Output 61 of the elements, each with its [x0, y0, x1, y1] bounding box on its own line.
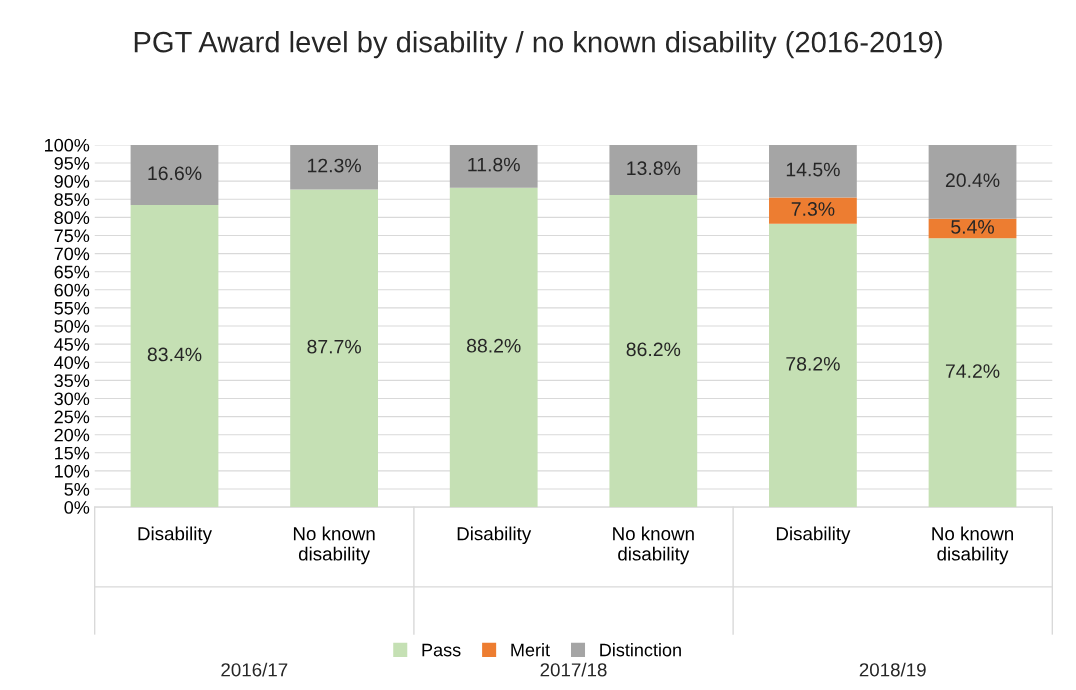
x-tick-label: Disability [457, 526, 532, 545]
legend-label: Merit [511, 643, 550, 657]
y-tick-label: 100% [45, 138, 90, 152]
text: 2017/18 [540, 662, 607, 677]
text: 2016/17 [221, 662, 288, 677]
y-tick-label: 55% [54, 301, 90, 315]
bar [769, 197, 857, 224]
data-label: 13.8% [627, 161, 681, 176]
legend-label: Pass [422, 643, 461, 657]
y-tick-label: 45% [54, 338, 90, 351]
data-label: 16.6% [148, 166, 202, 181]
data-label: 74.2% [945, 364, 1000, 378]
bar [928, 144, 1017, 219]
data-label: 78.2% [786, 356, 840, 371]
data-label: 87.7% [307, 339, 361, 354]
bar [609, 144, 698, 195]
data-label: 12.3% [308, 158, 361, 173]
data-label: 86.2% [626, 342, 681, 357]
data-label: 14.5% [786, 162, 840, 177]
y-tick-label: 0% [64, 501, 90, 514]
x-tick-label: Disability [776, 526, 851, 545]
y-tick-label: 65% [54, 265, 90, 279]
x-tick-label: Disability [138, 526, 212, 545]
y-tick-label: 10% [55, 464, 90, 478]
x-tick-label: No known disability [932, 526, 1013, 565]
x-tick-label: No known disability [613, 526, 694, 565]
data-label: 11.8% [468, 157, 520, 172]
bar [769, 223, 857, 508]
data-label: 88.2% [466, 338, 521, 353]
y-tick-label: 90% [54, 175, 90, 188]
y-tick-label: 15% [55, 446, 90, 460]
chart-title: PGT Award level by disability / no known disability (2016-2019) [134, 31, 942, 59]
y-tick-label: 40% [54, 356, 90, 369]
bar [449, 144, 538, 188]
bar [290, 189, 378, 508]
bar [130, 144, 219, 206]
data-label: 7.3% [791, 202, 835, 216]
bar [449, 187, 538, 508]
data-label: 83.4% [147, 347, 202, 362]
y-tick-label: 35% [54, 374, 90, 388]
y-tick-label: 5% [64, 483, 90, 496]
y-tick-label: 30% [54, 392, 90, 406]
y-tick-label: 80% [54, 211, 90, 225]
text: 2018/19 [859, 662, 926, 677]
bar [130, 205, 219, 508]
y-tick-label: 25% [54, 410, 90, 424]
y-tick-label: 20% [54, 428, 90, 442]
y-tick-label: 85% [54, 193, 90, 206]
bar [290, 144, 378, 190]
bar [769, 144, 857, 198]
y-tick-label: 75% [54, 229, 90, 243]
data-label: 20.4% [945, 173, 1000, 188]
data-label: 5.4% [951, 220, 994, 234]
y-tick-label: 60% [54, 283, 90, 297]
legend-label: Distinction [600, 643, 681, 657]
x-tick-label: No known disability [293, 526, 375, 565]
y-tick-label: 70% [54, 247, 90, 261]
bar [928, 238, 1017, 508]
y-tick-label: 50% [54, 319, 90, 333]
bar [609, 194, 698, 508]
y-tick-label: 95% [54, 156, 90, 170]
